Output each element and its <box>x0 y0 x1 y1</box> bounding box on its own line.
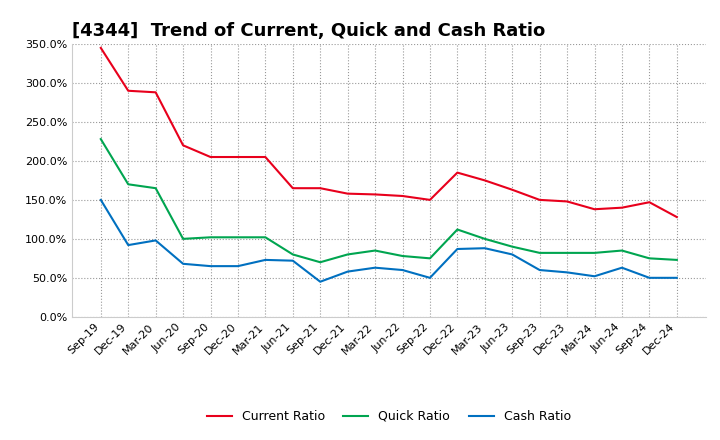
Cash Ratio <box>398 268 407 273</box>
Quick Ratio <box>645 256 654 261</box>
Cash Ratio <box>536 268 544 273</box>
Cash Ratio <box>508 252 516 257</box>
Current Ratio <box>426 197 434 202</box>
Quick Ratio <box>508 244 516 249</box>
Cash Ratio <box>618 265 626 270</box>
Cash Ratio <box>371 265 379 270</box>
Current Ratio <box>179 143 187 148</box>
Quick Ratio <box>398 253 407 259</box>
Quick Ratio <box>563 250 572 256</box>
Legend: Current Ratio, Quick Ratio, Cash Ratio: Current Ratio, Quick Ratio, Cash Ratio <box>202 405 576 428</box>
Quick Ratio <box>261 235 270 240</box>
Current Ratio <box>343 191 352 196</box>
Current Ratio <box>645 200 654 205</box>
Quick Ratio <box>124 182 132 187</box>
Current Ratio <box>563 199 572 204</box>
Quick Ratio <box>536 250 544 256</box>
Current Ratio <box>96 45 105 51</box>
Quick Ratio <box>96 136 105 142</box>
Cash Ratio <box>480 246 489 251</box>
Current Ratio <box>536 197 544 202</box>
Cash Ratio <box>426 275 434 280</box>
Line: Cash Ratio: Cash Ratio <box>101 200 677 282</box>
Quick Ratio <box>371 248 379 253</box>
Current Ratio <box>480 178 489 183</box>
Quick Ratio <box>179 236 187 242</box>
Quick Ratio <box>672 257 681 263</box>
Cash Ratio <box>261 257 270 263</box>
Current Ratio <box>508 187 516 192</box>
Cash Ratio <box>343 269 352 274</box>
Cash Ratio <box>563 270 572 275</box>
Cash Ratio <box>590 274 599 279</box>
Quick Ratio <box>233 235 242 240</box>
Current Ratio <box>151 90 160 95</box>
Quick Ratio <box>480 236 489 242</box>
Current Ratio <box>316 186 325 191</box>
Quick Ratio <box>316 260 325 265</box>
Cash Ratio <box>645 275 654 280</box>
Line: Current Ratio: Current Ratio <box>101 48 677 217</box>
Cash Ratio <box>206 264 215 269</box>
Current Ratio <box>453 170 462 175</box>
Cash Ratio <box>233 264 242 269</box>
Cash Ratio <box>151 238 160 243</box>
Current Ratio <box>206 154 215 160</box>
Current Ratio <box>672 214 681 220</box>
Cash Ratio <box>124 242 132 248</box>
Quick Ratio <box>289 252 297 257</box>
Quick Ratio <box>618 248 626 253</box>
Quick Ratio <box>426 256 434 261</box>
Quick Ratio <box>453 227 462 232</box>
Text: [4344]  Trend of Current, Quick and Cash Ratio: [4344] Trend of Current, Quick and Cash … <box>72 22 545 40</box>
Quick Ratio <box>590 250 599 256</box>
Cash Ratio <box>672 275 681 280</box>
Current Ratio <box>233 154 242 160</box>
Current Ratio <box>590 207 599 212</box>
Current Ratio <box>618 205 626 210</box>
Quick Ratio <box>151 186 160 191</box>
Current Ratio <box>289 186 297 191</box>
Current Ratio <box>261 154 270 160</box>
Current Ratio <box>371 192 379 197</box>
Current Ratio <box>398 193 407 198</box>
Cash Ratio <box>289 258 297 263</box>
Quick Ratio <box>343 252 352 257</box>
Current Ratio <box>124 88 132 93</box>
Cash Ratio <box>453 246 462 252</box>
Cash Ratio <box>96 197 105 202</box>
Cash Ratio <box>179 261 187 267</box>
Line: Quick Ratio: Quick Ratio <box>101 139 677 262</box>
Cash Ratio <box>316 279 325 284</box>
Quick Ratio <box>206 235 215 240</box>
